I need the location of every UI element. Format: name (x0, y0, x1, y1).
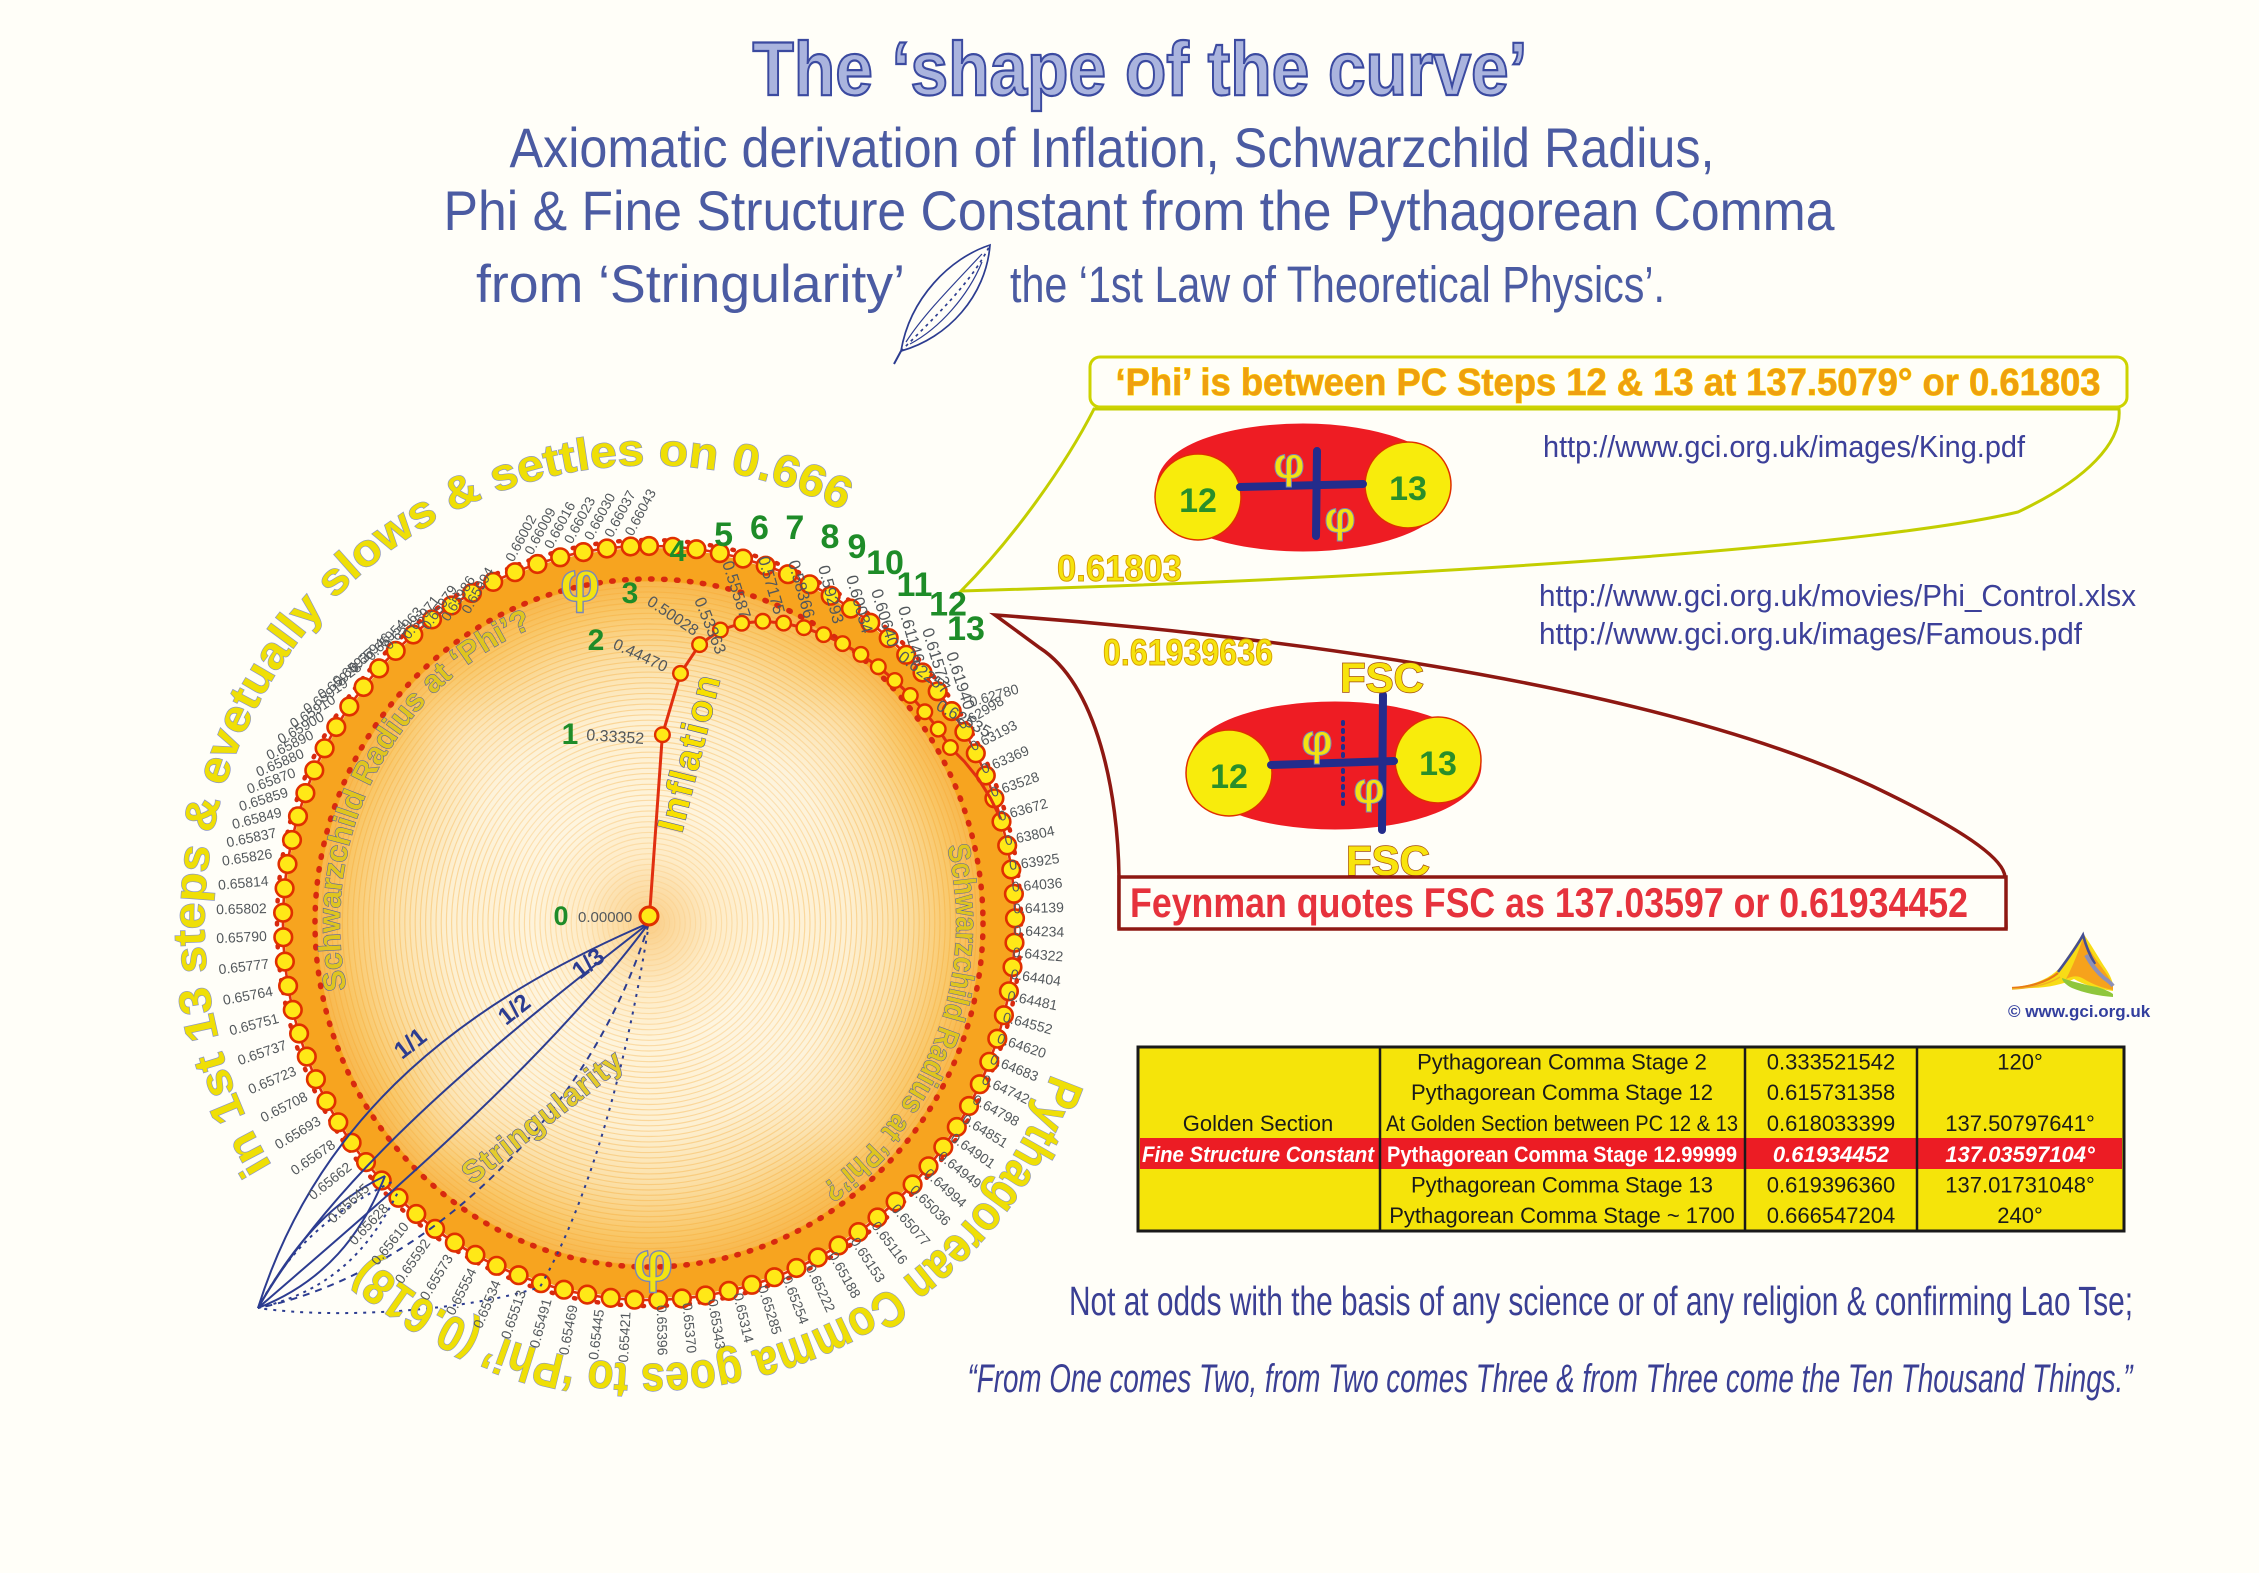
svg-text:φ: φ (1324, 493, 1355, 542)
svg-text:http://www.gci.org.uk/images/K: http://www.gci.org.uk/images/King.pdf (1543, 429, 2025, 464)
svg-text:13: 13 (947, 610, 985, 648)
svg-text:0.65343: 0.65343 (705, 1298, 729, 1351)
svg-text:“From One comes Two, from Two: “From One comes Two, from Two comes Thre… (968, 1357, 2134, 1401)
svg-text:At Golden Section between PC 1: At Golden Section between PC 12 & 13 (1386, 1111, 1738, 1136)
svg-text:1: 1 (562, 718, 579, 751)
svg-text:7: 7 (785, 509, 804, 547)
svg-text:12: 12 (929, 586, 967, 624)
svg-text:137.50797641°: 137.50797641° (1945, 1111, 2095, 1136)
svg-text:from ‘Stringularity’: from ‘Stringularity’ (476, 255, 905, 314)
svg-text:Pythagorean Comma Stage 13: Pythagorean Comma Stage 13 (1411, 1173, 1713, 1198)
svg-text:12: 12 (1210, 758, 1248, 796)
svg-text:0.33352: 0.33352 (586, 727, 645, 748)
svg-text:Phi & Fine Structure Constant: Phi & Fine Structure Constant from the P… (444, 179, 1836, 242)
svg-text:http://www.gci.org.uk/movies/P: http://www.gci.org.uk/movies/Phi_Control… (1539, 578, 2136, 613)
svg-text:12: 12 (1179, 482, 1217, 520)
svg-text:0: 0 (553, 901, 568, 931)
svg-text:0.619396360: 0.619396360 (1767, 1173, 1895, 1198)
svg-text:0.65826: 0.65826 (221, 845, 274, 869)
svg-text:0.65370: 0.65370 (679, 1302, 700, 1354)
svg-text:0.00000: 0.00000 (578, 909, 632, 926)
svg-text:10: 10 (866, 544, 904, 582)
svg-text:0.666547204: 0.666547204 (1767, 1203, 1895, 1228)
svg-text:0.64322: 0.64322 (1012, 944, 1064, 965)
svg-text:http://www.gci.org.uk/images/F: http://www.gci.org.uk/images/Famous.pdf (1539, 616, 2082, 651)
svg-text:120°: 120° (1997, 1050, 2043, 1075)
svg-text:0.64036: 0.64036 (1011, 874, 1063, 894)
svg-text:Not at odds with the basis of: Not at odds with the basis of any scienc… (1069, 1278, 2133, 1324)
svg-text:4: 4 (670, 535, 687, 568)
svg-text:0.65421: 0.65421 (615, 1311, 633, 1363)
svg-text:0.333521542: 0.333521542 (1767, 1050, 1895, 1075)
svg-text:Golden Section: Golden Section (1183, 1111, 1333, 1136)
svg-text:FSC: FSC (1340, 654, 1424, 701)
svg-text:φ: φ (633, 1230, 673, 1293)
svg-text:φ: φ (560, 550, 600, 613)
svg-text:0.61934452: 0.61934452 (1773, 1142, 1890, 1167)
svg-text:240°: 240° (1997, 1203, 2043, 1228)
svg-text:φ: φ (1301, 716, 1332, 765)
svg-text:0.65802: 0.65802 (216, 900, 267, 917)
svg-text:8: 8 (821, 518, 840, 556)
svg-text:0.65396: 0.65396 (654, 1305, 671, 1356)
svg-text:0.64139: 0.64139 (1013, 899, 1064, 916)
svg-text:0.615731358: 0.615731358 (1767, 1080, 1895, 1105)
svg-text:0.63925: 0.63925 (1008, 850, 1061, 873)
svg-text:0.65790: 0.65790 (216, 928, 267, 946)
svg-text:0.64404: 0.64404 (1010, 966, 1063, 989)
svg-text:6: 6 (750, 509, 769, 547)
svg-text:0.618033399: 0.618033399 (1767, 1111, 1895, 1136)
svg-text:the ‘1st Law of Theoretical Ph: the ‘1st Law of Theoretical Physics’. (1010, 256, 1665, 313)
svg-text:137.03597104°: 137.03597104° (1945, 1142, 2095, 1167)
svg-text:0.61939636: 0.61939636 (1103, 632, 1273, 673)
svg-text:The ‘shape of the curve’: The ‘shape of the curve’ (753, 27, 1528, 112)
svg-text:3: 3 (622, 577, 639, 610)
svg-text:9: 9 (848, 528, 867, 566)
svg-text:Pythagorean Comma Stage 12.999: Pythagorean Comma Stage 12.99999 (1387, 1142, 1737, 1167)
svg-text:Pythagorean Comma Stage ~ 1700: Pythagorean Comma Stage ~ 1700 (1389, 1203, 1735, 1228)
svg-text:137.01731048°: 137.01731048° (1945, 1173, 2095, 1198)
svg-text:Feynman quotes FSC as 137.0359: Feynman quotes FSC as 137.03597 or 0.619… (1130, 879, 1968, 926)
svg-text:13: 13 (1389, 470, 1427, 508)
svg-text:0.61803: 0.61803 (1057, 548, 1182, 589)
svg-text:Axiomatic derivation of Inflat: Axiomatic derivation of Inflation, Schwa… (510, 116, 1715, 179)
svg-text:‘Phi’ is between PC Steps 12 &: ‘Phi’ is between PC Steps 12 & 13 at 137… (1116, 362, 2101, 404)
svg-text:0.64234: 0.64234 (1013, 922, 1064, 940)
svg-text:0.65814: 0.65814 (217, 873, 269, 893)
svg-text:5: 5 (714, 516, 733, 554)
svg-text:2: 2 (588, 624, 605, 657)
svg-text:0.65777: 0.65777 (218, 955, 270, 977)
svg-text:0.65445: 0.65445 (585, 1308, 607, 1360)
svg-text:Fine Structure Constant: Fine Structure Constant (1142, 1142, 1376, 1167)
svg-text:Pythagorean Comma Stage 12: Pythagorean Comma Stage 12 (1411, 1080, 1713, 1105)
svg-text:13: 13 (1419, 745, 1457, 783)
svg-text:φ: φ (1353, 764, 1384, 813)
svg-text:Pythagorean Comma Stage 2: Pythagorean Comma Stage 2 (1417, 1050, 1707, 1075)
svg-text:φ: φ (1273, 439, 1304, 488)
svg-text:11: 11 (897, 566, 933, 604)
svg-text:© www.gci.org.uk: © www.gci.org.uk (2008, 1002, 2151, 1021)
